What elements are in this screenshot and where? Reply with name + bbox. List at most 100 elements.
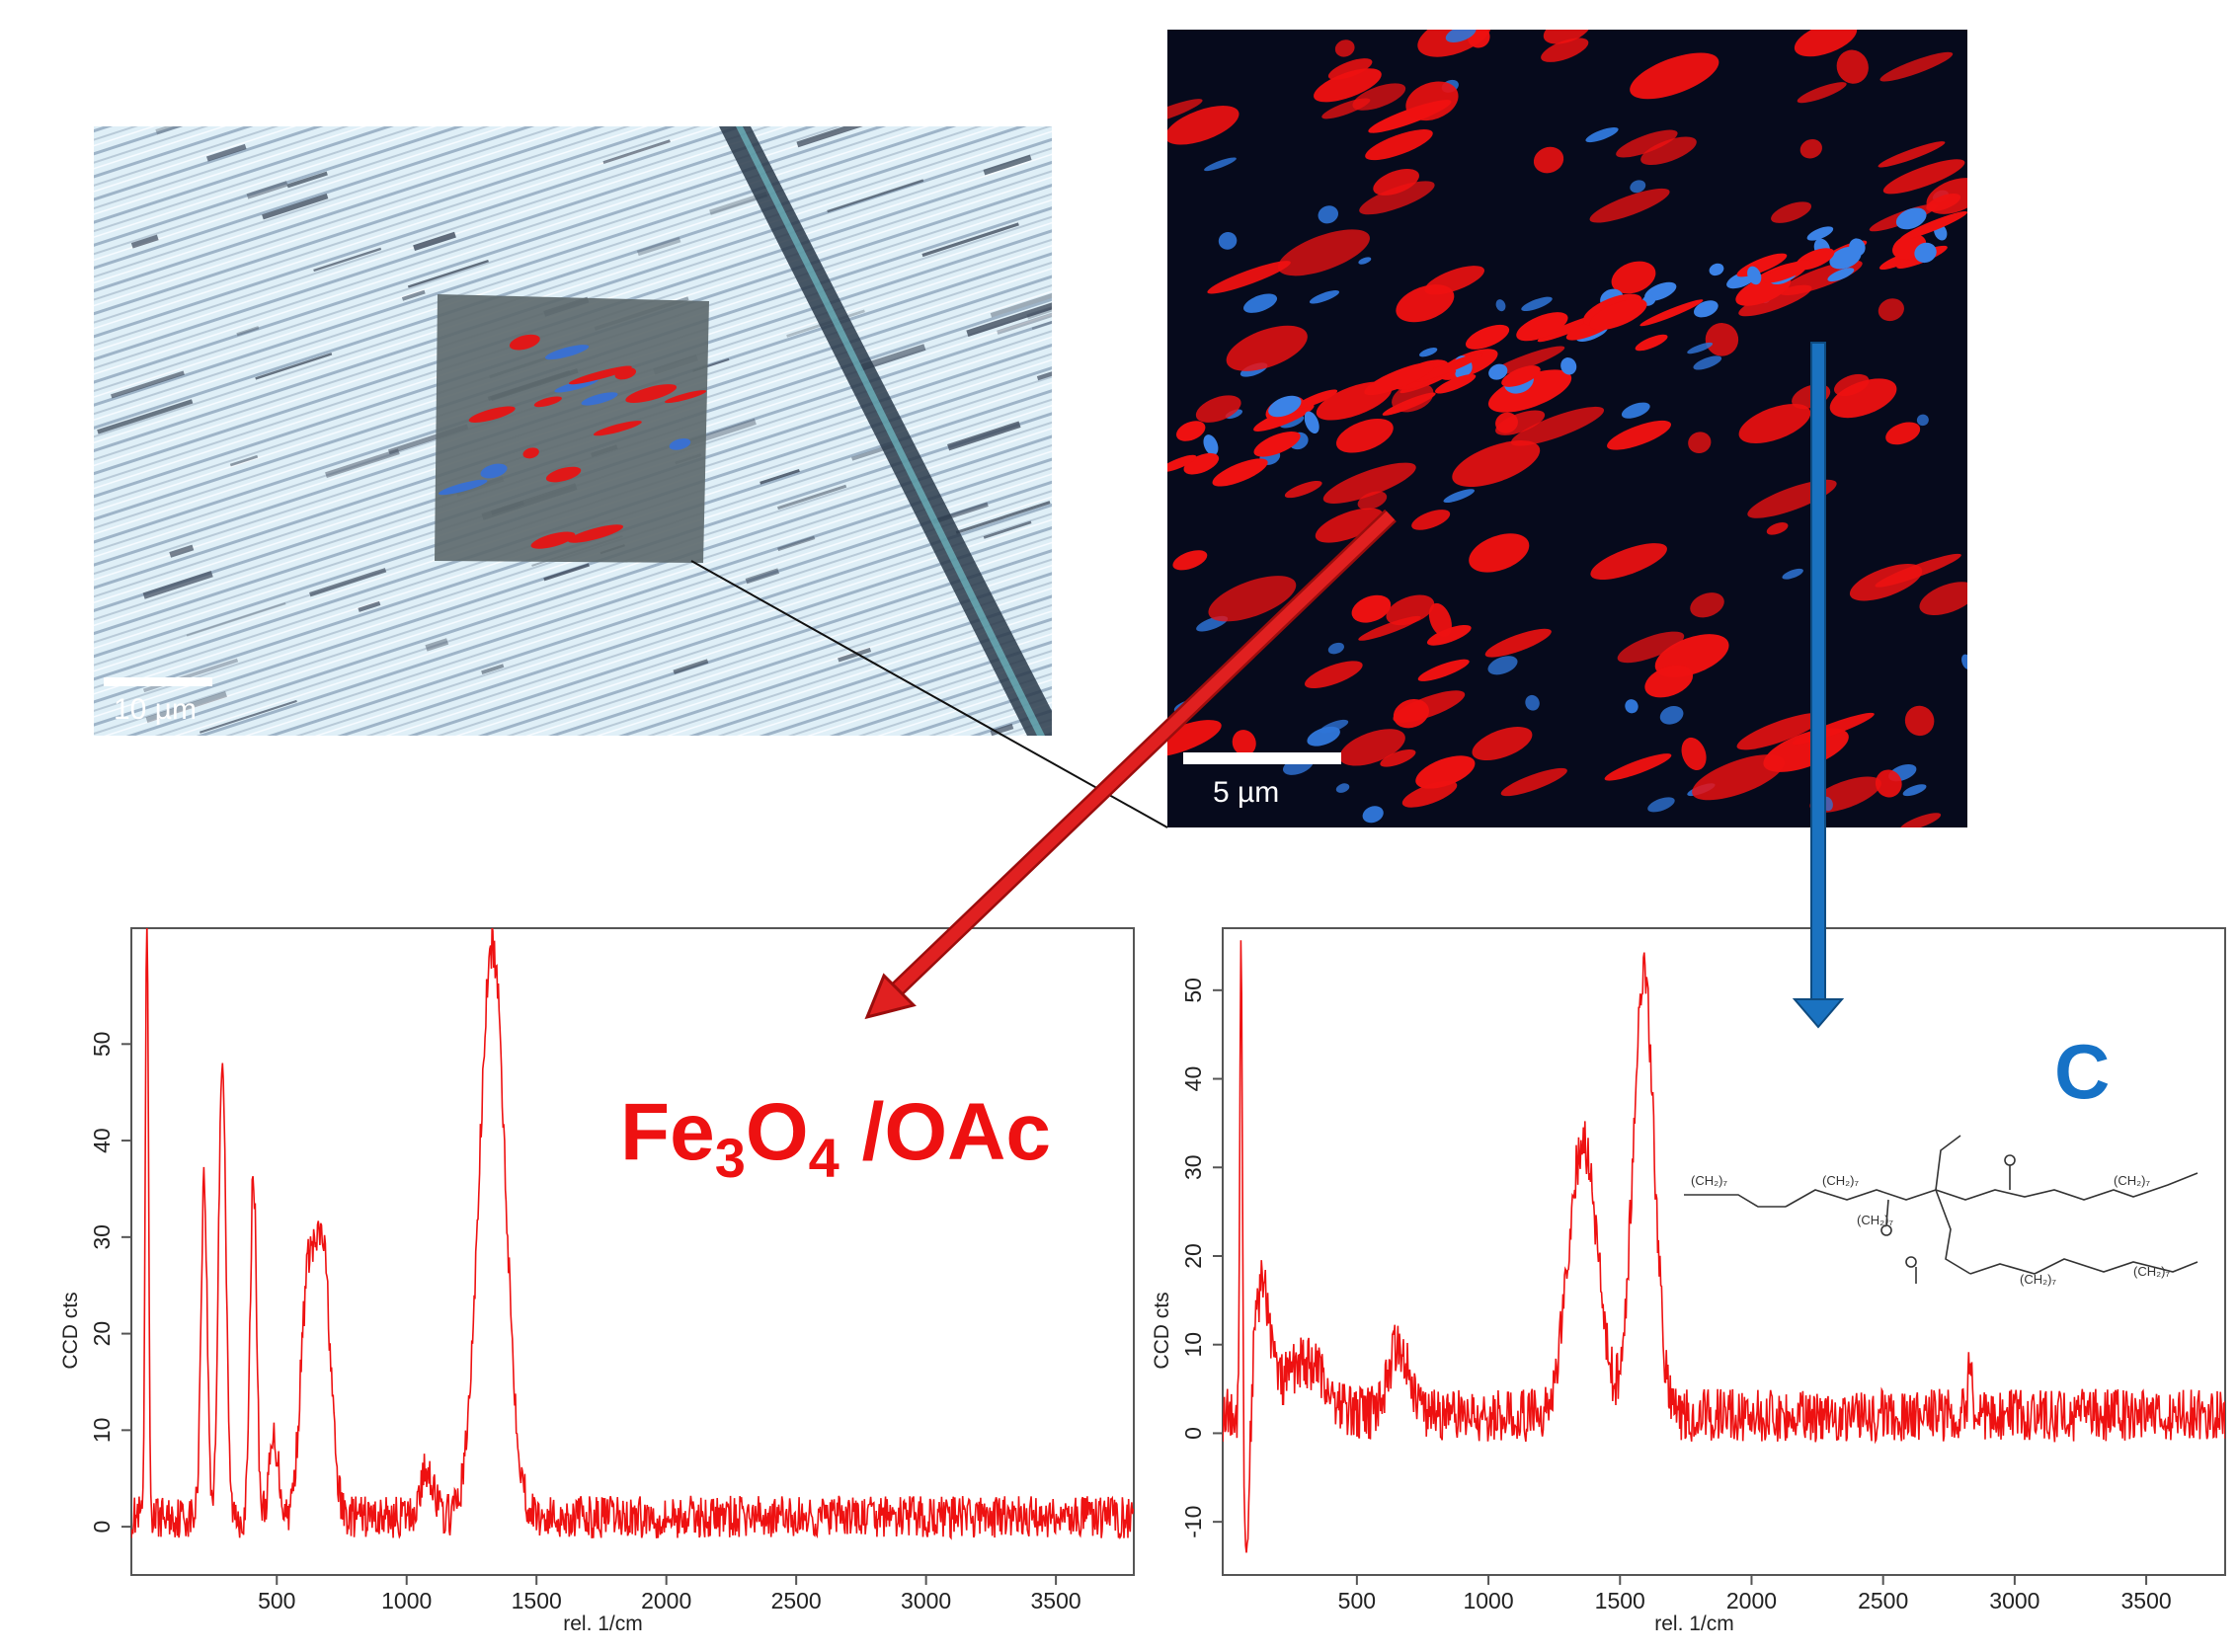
y-tick-label: 40: [89, 1128, 115, 1153]
map-blob-red: [1373, 169, 1419, 196]
optical-streak: [286, 171, 328, 189]
optical-streak: [796, 126, 890, 148]
x-tick-label: 1500: [1595, 1588, 1645, 1613]
map-blob-red: [1516, 312, 1568, 342]
label-o: O: [745, 1087, 809, 1177]
map-blob-red: [1253, 431, 1301, 457]
map-blob-blue: [1693, 355, 1722, 370]
x-tick-label: 3500: [1031, 1588, 1081, 1613]
map-blob-blue: [1782, 568, 1803, 580]
map-blob-blue: [1827, 268, 1855, 282]
map-blob-blue: [1687, 342, 1714, 354]
map-blob-red: [1681, 737, 1707, 770]
map-blob-red: [1405, 81, 1459, 121]
overlay-blob: [669, 438, 691, 450]
map-blob-red: [1487, 369, 1572, 413]
map-blob-red: [1484, 628, 1552, 658]
y-tick-label: 0: [89, 1521, 115, 1534]
map-blob-red: [1904, 705, 1935, 737]
optical-streak: [636, 236, 681, 257]
map-blob-red: [1434, 373, 1477, 394]
optical-streak: [859, 344, 926, 371]
label-sub-3: 3: [714, 1127, 746, 1189]
x-tick-label: 3000: [1989, 1588, 2039, 1613]
map-blob-red: [1878, 298, 1904, 322]
map-blob-blue: [1521, 296, 1553, 312]
map-blob-red: [1472, 727, 1533, 761]
map-blob-blue: [1419, 348, 1438, 357]
map-blob-red: [1533, 146, 1564, 174]
map-overlay-square: [435, 294, 709, 563]
map-scale-bar: 5 µm: [1183, 752, 1341, 809]
map-blob-blue: [1445, 30, 1477, 42]
map-blob-red: [1738, 403, 1811, 443]
optical-streak: [759, 468, 800, 485]
map-blob-blue: [1961, 654, 1967, 670]
optical-streak: [602, 139, 671, 164]
map-scale-label: 5 µm: [1213, 776, 1279, 809]
optical-streak: [200, 699, 297, 734]
map-blob-red: [1334, 39, 1355, 57]
label-sub-4: 4: [808, 1127, 839, 1189]
molecule-fragment-labels: (CH₂)₇ (CH₂)₇ (CH₂)₇ (CH₂)₇ (CH₂)₇ (CH₂)₇: [1691, 1173, 2170, 1287]
map-blob-red: [1411, 510, 1451, 530]
x-tick-label: 3500: [2120, 1588, 2171, 1613]
map-blob-red: [1829, 378, 1897, 419]
optical-streak: [1036, 361, 1052, 381]
map-blob-red: [1644, 665, 1694, 698]
map-blob-blue: [1659, 705, 1684, 725]
component-label-c: C: [2054, 1028, 2111, 1115]
optical-streak: [309, 568, 387, 597]
map-blob-red: [1380, 748, 1416, 767]
molecule-fragment-label: (CH₂)₇: [2133, 1264, 2170, 1279]
map-blob-blue: [1307, 726, 1340, 747]
overlay-blob: [544, 345, 590, 360]
map-blob-red: [1879, 51, 1954, 82]
raman-map: [1167, 30, 1967, 827]
map-blob-red: [1195, 395, 1241, 423]
optical-streak: [130, 234, 159, 249]
overlay-blob: [568, 524, 624, 543]
map-blob-blue: [1304, 411, 1319, 434]
x-axis-label-left: rel. 1/cm: [563, 1613, 643, 1635]
map-blob-blue: [1806, 226, 1834, 241]
optical-streak: [229, 454, 259, 467]
overlay-blob: [439, 479, 488, 496]
map-blob-red: [1305, 661, 1363, 689]
map-blob-red: [1284, 480, 1322, 499]
optical-streak: [401, 289, 426, 301]
map-blob-red: [1208, 576, 1297, 622]
optical-streak: [990, 723, 1014, 736]
molecule-fragment-label: (CH₂)₇: [1822, 1173, 1859, 1188]
map-blob-red: [1212, 458, 1268, 487]
blue-arrow: [1792, 342, 1845, 1029]
map-blob-blue: [1693, 300, 1718, 318]
map-blob-blue: [1747, 266, 1762, 285]
map-blob-red: [1315, 508, 1384, 543]
map-blob-red: [1321, 98, 1371, 119]
map-blob-red: [1836, 49, 1869, 84]
x-tick-label: 2500: [1858, 1588, 1908, 1613]
map-blob-blue: [1829, 246, 1862, 270]
spectrum-right: 500 1000 1500 2000 2500 3000 3500 -10 0 10 20 30 40 5…: [1151, 927, 2226, 1635]
map-blob-red: [1705, 323, 1739, 356]
y-axis-label-right: CCD cts: [1151, 1292, 1173, 1369]
map-blob-red: [1797, 82, 1847, 104]
map-blob-blue: [1525, 694, 1540, 711]
map-blob-red: [1616, 129, 1678, 158]
overlay-map-blobs: [439, 334, 707, 549]
plot-frame-left: [130, 927, 1135, 1576]
optical-streak: [983, 154, 1032, 176]
map-blob-blue: [1309, 290, 1340, 304]
map-blob-red: [1382, 392, 1436, 416]
optical-streak: [838, 647, 872, 663]
optical-streak: [1031, 309, 1052, 331]
map-blob-red: [1401, 780, 1458, 808]
map-blob-blue: [1327, 642, 1344, 655]
optical-streak: [983, 520, 1032, 539]
map-blob-blue: [1902, 784, 1927, 797]
y-tick-label: 30: [89, 1224, 115, 1250]
map-blob-blue: [1560, 357, 1577, 375]
optical-streak: [205, 143, 247, 162]
